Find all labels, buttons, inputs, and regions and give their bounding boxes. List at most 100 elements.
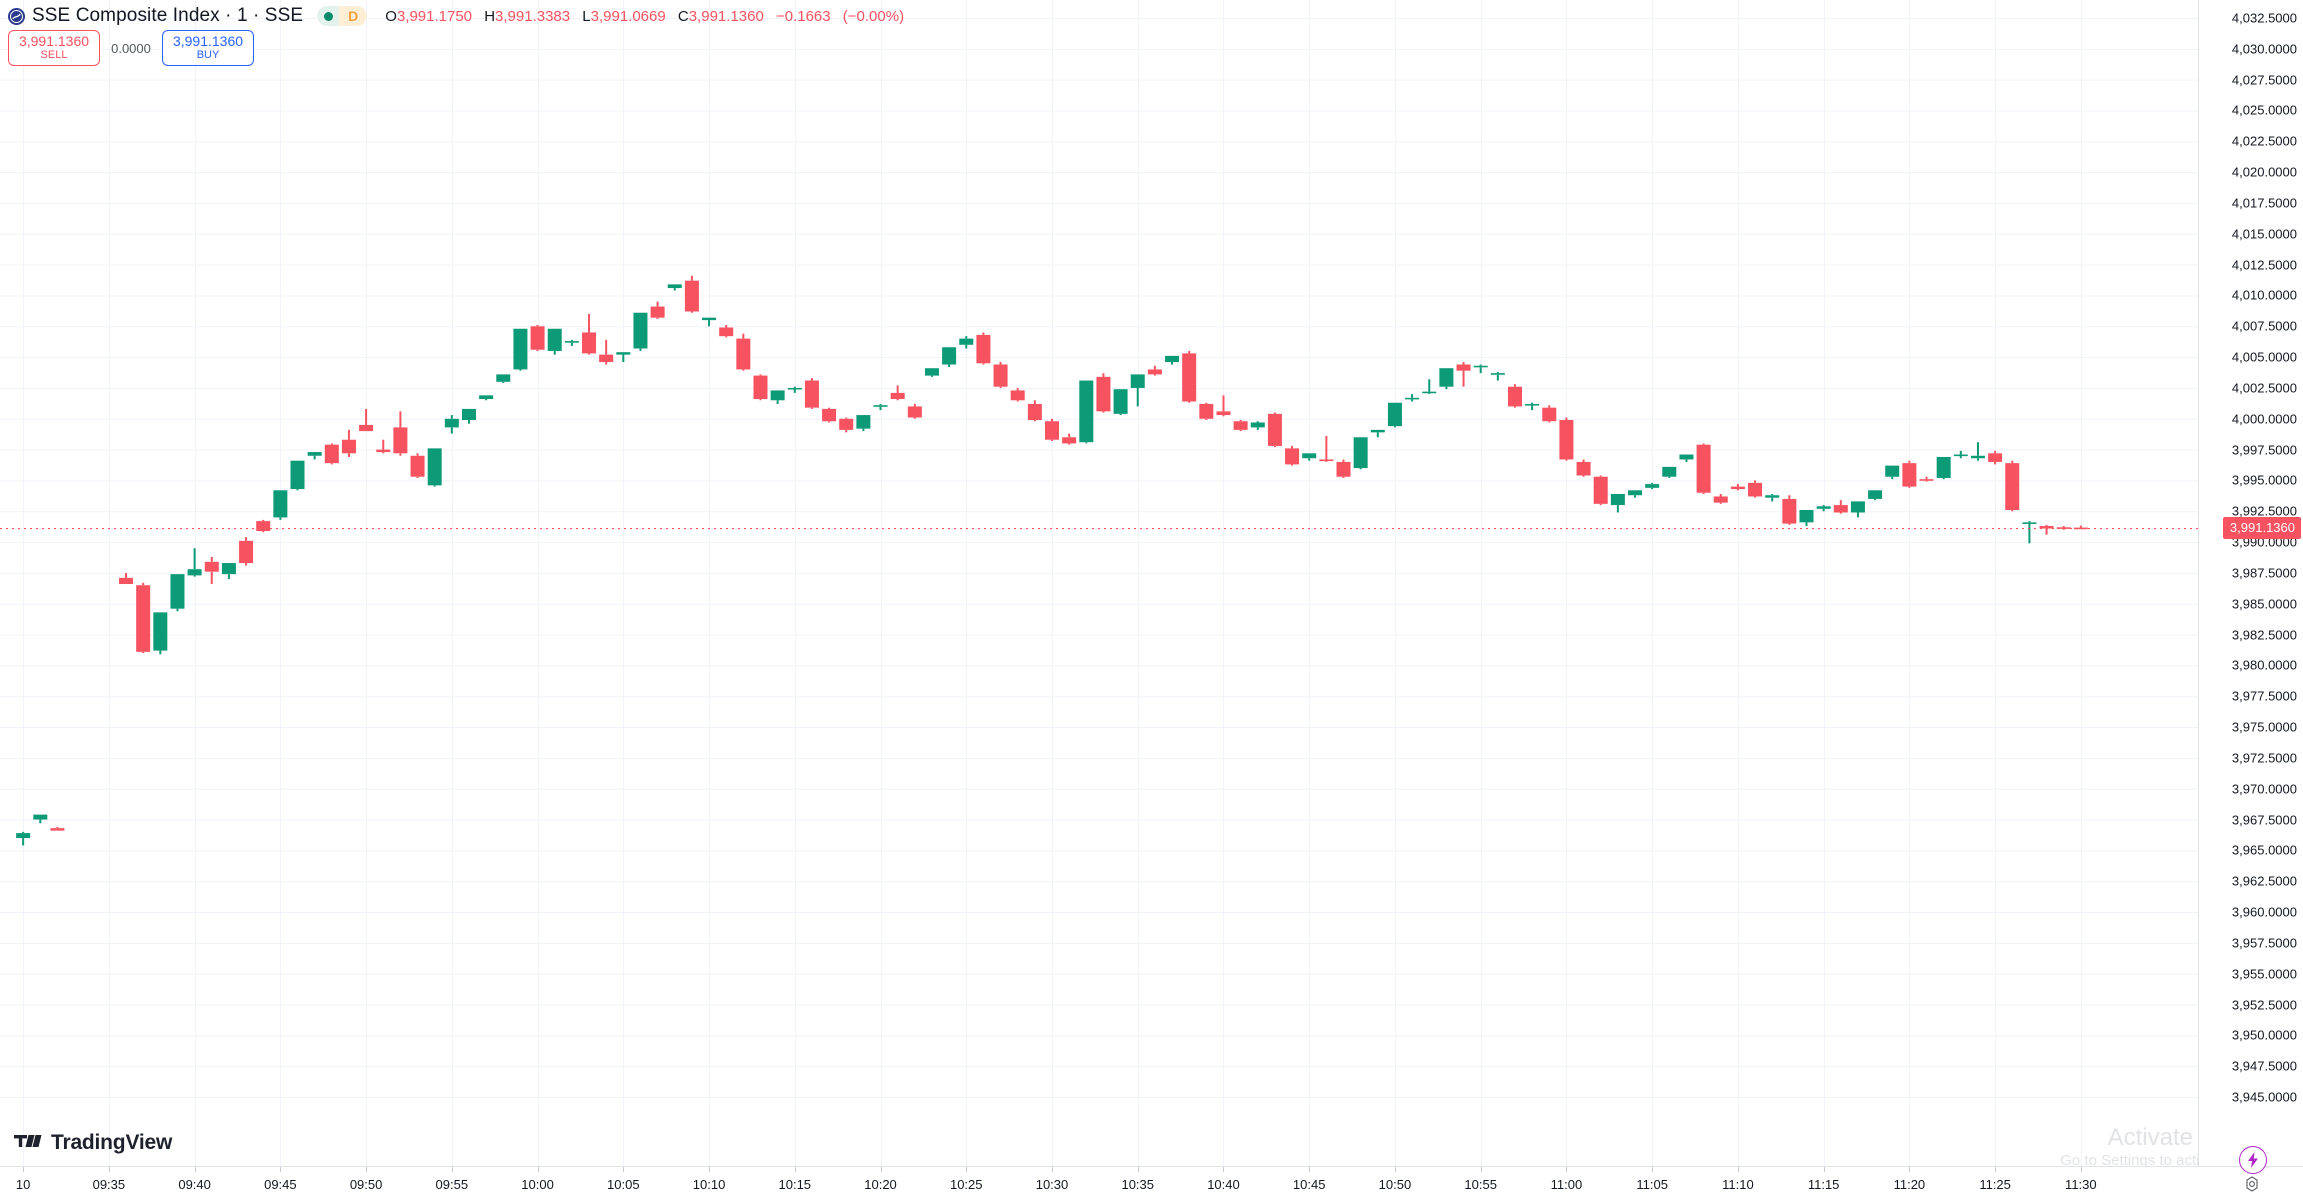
price-tick-label: 3,977.5000: [2231, 688, 2297, 704]
time-tick-label: 10:15: [778, 1177, 812, 1192]
tradingview-logo-text: TradingView: [51, 1131, 173, 1154]
time-tick-mark: [1737, 1167, 1739, 1172]
ohlc-low: L3,991.0669: [582, 8, 665, 25]
ohlc-close: C3,991.1360: [678, 8, 764, 25]
time-tick-mark: [1909, 1167, 1911, 1172]
time-tick-label: 10:00: [521, 1177, 554, 1192]
time-tick-label: 10:20: [864, 1177, 897, 1192]
time-tick-mark: [966, 1167, 968, 1172]
buy-button[interactable]: 3,991.1360 BUY: [162, 30, 254, 66]
price-tick-label: 3,985.0000: [2231, 596, 2297, 612]
price-tick-label: 3,952.5000: [2231, 997, 2297, 1012]
time-tick-label: 10:25: [949, 1177, 983, 1192]
price-tick-label: 3,945.0000: [2231, 1089, 2297, 1105]
price-tick-label: 3,982.5000: [2231, 627, 2297, 643]
price-tick-label: 3,987.5000: [2231, 565, 2297, 581]
time-tick-label: 09:35: [92, 1177, 126, 1192]
chart-legend: SSE Composite Index · 1 · SSE D O3,991.1…: [0, 0, 2303, 32]
time-tick-mark: [280, 1167, 282, 1172]
ohlc-low-label: L: [582, 7, 591, 25]
ohlc-change: −0.1663: [775, 7, 831, 25]
price-tick-label: 4,012.5000: [2231, 257, 2297, 273]
time-tick-label: 11:20: [1893, 1177, 1926, 1192]
time-tick-mark: [1823, 1167, 1825, 1172]
time-tick-mark: [23, 1167, 25, 1172]
ohlc-values: O3,991.1750 H3,991.3383 L3,991.0669 C3,9…: [385, 8, 904, 25]
time-tick-mark: [1566, 1167, 1568, 1172]
time-tick-label: 11:15: [1807, 1177, 1840, 1192]
time-tick-mark: [1652, 1167, 1654, 1172]
ohlc-open-label: O: [385, 7, 397, 25]
gear-icon[interactable]: [2241, 1173, 2263, 1195]
price-tick-label: 3,972.5000: [2231, 750, 2297, 766]
time-tick-label: 10:40: [1207, 1177, 1240, 1192]
price-tick-label: 3,970.0000: [2231, 781, 2297, 797]
time-tick-mark: [1995, 1167, 1997, 1172]
price-tick-label: 4,022.5000: [2231, 133, 2297, 149]
price-tick-label: 3,955.0000: [2231, 966, 2297, 982]
data-badge[interactable]: D: [339, 6, 368, 26]
time-tick-mark: [108, 1167, 110, 1172]
price-tick-label: 3,960.0000: [2231, 904, 2297, 920]
market-status-badge[interactable]: D: [317, 6, 368, 26]
time-tick-mark: [1137, 1167, 1139, 1172]
price-tick-label: 4,005.0000: [2231, 349, 2297, 365]
tradingview-logo[interactable]: TradingView: [14, 1131, 172, 1155]
ohlc-close-value: 3,991.1360: [688, 7, 764, 25]
lightning-bolt-icon[interactable]: [2239, 1146, 2267, 1174]
sell-label: SELL: [40, 49, 68, 61]
time-tick-label: 10: [15, 1177, 31, 1192]
price-tick-label: 4,000.0000: [2231, 411, 2297, 427]
price-tick-label: 3,997.5000: [2231, 442, 2297, 458]
tradingview-logo-icon: [14, 1132, 44, 1155]
chart-plot-area[interactable]: [0, 0, 2198, 1166]
price-tick-label: 4,007.5000: [2231, 318, 2297, 334]
candlestick-series: [0, 275, 2198, 846]
price-tick-label: 4,030.0000: [2231, 41, 2297, 57]
buy-price: 3,991.1360: [172, 33, 244, 49]
ohlc-open: O3,991.1750: [385, 8, 472, 25]
price-scale[interactable]: 4,032.5000 4,030.0000 4,027.5000 4,025.0000…: [2198, 0, 2303, 1166]
current-price-badge[interactable]: 3,991.1360: [2222, 517, 2301, 540]
price-tick-label: 4,027.5000: [2231, 72, 2297, 88]
time-tick-label: 11:05: [1636, 1177, 1668, 1192]
ohlc-close-label: C: [677, 7, 689, 25]
time-tick-mark: [2080, 1167, 2082, 1172]
price-tick-label: 3,965.0000: [2231, 842, 2297, 858]
time-tick-label: 10:10: [692, 1177, 726, 1192]
time-tick-label: 10:45: [1292, 1177, 1326, 1192]
price-tick-label: 4,032.5000: [2231, 10, 2297, 26]
price-tick-label: 3,962.5000: [2231, 873, 2297, 889]
price-tick-label: 4,025.0000: [2231, 102, 2297, 118]
time-tick-mark: [194, 1167, 196, 1172]
ohlc-high-label: H: [484, 7, 496, 25]
price-tick-label: 3,950.0000: [2231, 1027, 2297, 1043]
price-tick-label: 4,020.0000: [2231, 164, 2297, 180]
price-tick-label: 3,980.0000: [2231, 657, 2297, 673]
time-tick-label: 09:40: [178, 1177, 211, 1192]
spread-value: 0.0000: [111, 40, 151, 56]
sse-logo-icon: [8, 7, 25, 25]
price-tick-label: 3,975.0000: [2231, 719, 2297, 735]
time-tick-mark: [1309, 1167, 1311, 1172]
time-tick-mark: [451, 1167, 453, 1172]
time-scale[interactable]: 10 09:35 09:40 09:45 09:50 09:55 10:00 10:05 10:…: [0, 1166, 2303, 1199]
time-tick-label: 11:10: [1722, 1177, 1754, 1192]
price-tick-label: 3,992.5000: [2231, 503, 2297, 519]
time-tick-mark: [709, 1167, 711, 1172]
buy-label: BUY: [196, 49, 220, 61]
symbol-title[interactable]: SSE Composite Index · 1 · SSE: [32, 5, 304, 26]
ohlc-low-value: 3,991.0669: [590, 7, 666, 25]
time-tick-label: 10:05: [607, 1177, 640, 1192]
price-tick-label: 3,967.5000: [2231, 812, 2297, 828]
time-tick-mark: [1480, 1167, 1482, 1172]
time-tick-mark: [537, 1167, 539, 1172]
price-tick-label: 4,002.5000: [2231, 380, 2297, 396]
time-tick-label: 10:55: [1464, 1177, 1497, 1192]
time-tick-mark: [1052, 1167, 1053, 1172]
legend-badges: D: [317, 6, 368, 26]
time-tick-label: 09:55: [435, 1177, 469, 1192]
ohlc-high-value: 3,991.3383: [495, 7, 571, 25]
sell-button[interactable]: 3,991.1360 SELL: [8, 30, 100, 66]
time-tick-mark: [794, 1167, 796, 1172]
